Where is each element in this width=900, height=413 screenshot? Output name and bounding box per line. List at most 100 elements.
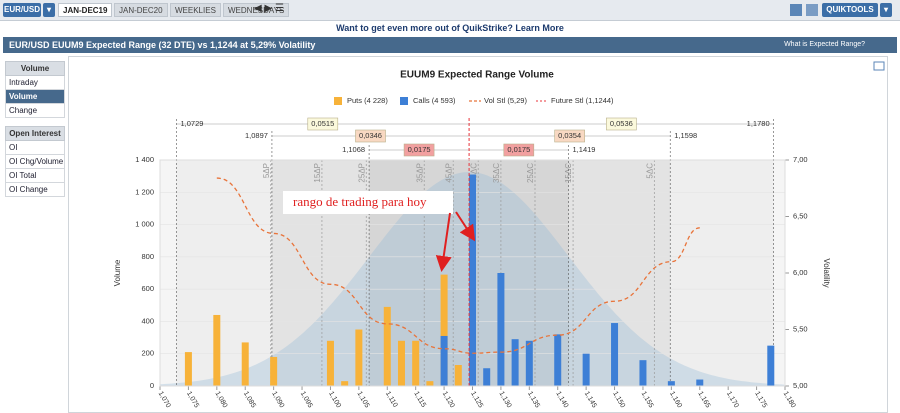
- y2-tick-label: 6,50: [793, 211, 808, 220]
- legend-label: Puts (4 228): [347, 96, 388, 105]
- x-tick-label: 1,070: [157, 390, 172, 409]
- symbol-button[interactable]: EUR/USD: [3, 3, 41, 17]
- delta-label: 25ΔC: [526, 163, 535, 183]
- x-tick-label: 1,145: [583, 390, 598, 409]
- range-width-box: [503, 143, 535, 157]
- plot-frame: [159, 159, 786, 387]
- sidebar-item[interactable]: OI Total: [5, 169, 65, 183]
- y-tick-label: 1 200: [135, 187, 154, 196]
- x-tick-label: 1,170: [725, 390, 740, 409]
- bar: [454, 365, 462, 386]
- bar: [469, 174, 476, 386]
- bar: [696, 379, 704, 386]
- x-tick-label: 1,105: [356, 390, 371, 409]
- sidebar-item[interactable]: Volume: [5, 90, 65, 104]
- range-width-label: 0,0175: [408, 145, 431, 154]
- sidebar-item[interactable]: Change: [5, 104, 65, 118]
- delta-label: 45ΔP: [444, 163, 453, 183]
- sidebar-item[interactable]: OI Chg/Volume: [5, 155, 65, 169]
- x-tick-label: 1,160: [668, 390, 683, 409]
- x-tick-label: 1,175: [753, 390, 768, 409]
- x-tick-label: 1,110: [384, 390, 399, 408]
- y-tick-label: 200: [141, 349, 154, 358]
- bar: [412, 340, 420, 386]
- chart-title: EUUM9 Expected Range Volume: [400, 70, 554, 81]
- icon[interactable]: [790, 4, 802, 16]
- sidebar-item[interactable]: Intraday: [5, 76, 65, 90]
- bar: [383, 306, 391, 386]
- bar: [511, 339, 519, 386]
- range-width-label: 0,0346: [359, 131, 382, 140]
- x-tick-label: 1,100: [327, 390, 342, 409]
- x-tick-label: 1,080: [213, 390, 228, 409]
- bar: [639, 360, 647, 386]
- tab[interactable]: WEEKLIES: [170, 3, 221, 17]
- bar: [326, 340, 334, 386]
- tab[interactable]: WEDNESDAYS: [223, 3, 290, 17]
- range-bound-label: 1,1419: [573, 145, 596, 154]
- x-tick-label: 1,130: [498, 390, 513, 409]
- delta-label: 45ΔC: [469, 163, 478, 183]
- x-tick-label: 1,125: [469, 390, 484, 409]
- x-tick-label: 1,115: [412, 390, 427, 408]
- annotation-arrow: [455, 211, 476, 242]
- sidebar-item[interactable]: OI: [5, 141, 65, 155]
- tab[interactable]: JAN-DEC20: [114, 3, 168, 17]
- delta-label: 25ΔP: [357, 163, 366, 183]
- vol-line: [216, 177, 700, 354]
- y2-tick-label: 6,00: [793, 268, 808, 277]
- delta-label: 15ΔC: [564, 163, 573, 183]
- y-tick-label: 1 000: [135, 220, 154, 229]
- x-tick-label: 1,085: [242, 390, 257, 409]
- sidebar-item[interactable]: OI Change: [5, 183, 65, 197]
- delta-label: 5ΔC: [645, 163, 654, 179]
- y-axis-label: Volume: [113, 259, 122, 286]
- header-title: EUR/USD EUUM9 Expected Range (32 DTE) vs…: [9, 40, 316, 50]
- range-bound-label: 1,1780: [747, 119, 770, 128]
- delta-label: 15ΔP: [313, 163, 322, 183]
- sidebar: Volume Intraday Volume Change Open Interest O…: [5, 59, 65, 197]
- help-link[interactable]: What is Expected Range?: [784, 41, 865, 48]
- icon[interactable]: [806, 4, 818, 16]
- bar: [270, 356, 278, 386]
- bar: [241, 342, 249, 386]
- legend-swatch: [400, 97, 408, 105]
- range-width-box: [554, 129, 585, 143]
- range-bound-label: 1,0729: [180, 119, 203, 128]
- bar: [440, 335, 448, 386]
- x-tick-label: 1,150: [611, 390, 626, 409]
- range-bound-label: 1,1598: [674, 131, 697, 140]
- bar: [184, 352, 192, 386]
- y-tick-label: 800: [141, 252, 154, 261]
- toolbar: EUR/USD ▾ JAN-DEC19 JAN-DEC20 WEEKLIES WEDN…: [0, 0, 900, 21]
- x-tick-label: 1,180: [782, 390, 797, 409]
- tab[interactable]: JAN-DEC19: [58, 3, 113, 17]
- expand-icon: [873, 61, 885, 71]
- bar: [554, 334, 562, 386]
- range-width-box: [355, 129, 386, 143]
- range-bound-label: 1,0897: [245, 131, 268, 140]
- y-tick-label: 400: [141, 316, 154, 325]
- delta-label: 5ΔP: [262, 163, 271, 178]
- y-tick-label: 0: [150, 381, 154, 390]
- y-tick-label: 1 400: [135, 155, 154, 164]
- legend-label: Future Stl (1,1244): [551, 96, 614, 105]
- x-tick-label: 1,135: [526, 390, 541, 409]
- symbol-dropdown[interactable]: ▾: [43, 3, 55, 17]
- y2-tick-label: 7,00: [793, 155, 808, 164]
- range-width-label: 0,0515: [311, 119, 334, 128]
- y2-axis-label: Volatility: [822, 258, 831, 287]
- header: EUR/USD EUUM9 Expected Range (32 DTE) vs…: [3, 37, 897, 53]
- nav-icons[interactable]: ◀ ▶ ☰: [254, 3, 284, 14]
- tools-dropdown[interactable]: ▾: [880, 3, 892, 17]
- sidebar-group-title: Open Interest: [5, 126, 65, 141]
- delta-label: 35ΔP: [415, 163, 424, 183]
- banner[interactable]: Want to get even more out of QuikStrike?…: [336, 23, 564, 33]
- range-width-box: [403, 143, 435, 157]
- x-tick-label: 1,120: [441, 390, 456, 409]
- annotation-box: [283, 191, 453, 214]
- tools-button[interactable]: QUIKTOOLS: [822, 3, 878, 17]
- x-tick-label: 1,075: [185, 390, 200, 409]
